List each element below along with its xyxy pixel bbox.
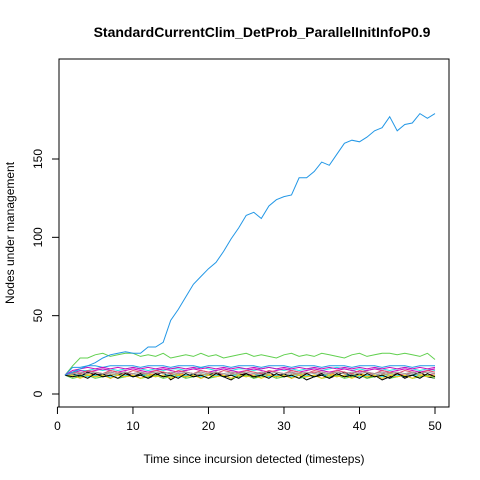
x-axis: 0 10 20 30 40 50	[54, 407, 442, 433]
chart-title: StandardCurrentClim_DetProb_ParallelInit…	[94, 24, 431, 40]
series-group	[65, 114, 435, 380]
y-axis-label: Nodes under management	[3, 161, 17, 304]
x-tick-label: 20	[202, 419, 216, 433]
x-tick-label: 50	[428, 419, 442, 433]
y-tick-label: 100	[31, 227, 45, 247]
y-axis: 0 50 100 150	[31, 149, 59, 398]
series-line-1	[65, 114, 435, 376]
x-axis-label: Time since incursion detected (timesteps…	[144, 452, 365, 466]
x-tick-label: 0	[54, 419, 61, 433]
y-tick-label: 0	[31, 390, 45, 397]
y-tick-label: 150	[31, 149, 45, 169]
x-tick-label: 10	[126, 419, 140, 433]
x-tick-label: 30	[277, 419, 291, 433]
x-tick-label: 40	[353, 419, 367, 433]
y-tick-label: 50	[31, 309, 45, 323]
